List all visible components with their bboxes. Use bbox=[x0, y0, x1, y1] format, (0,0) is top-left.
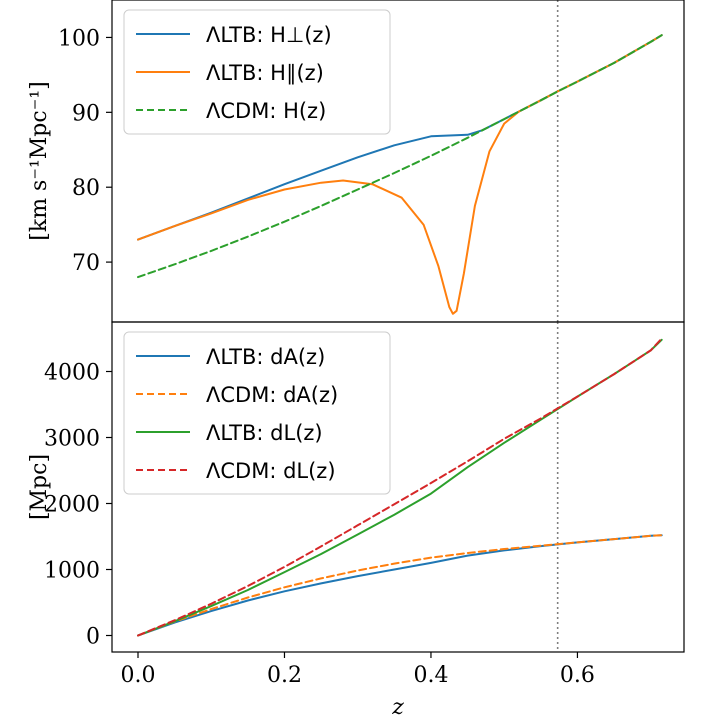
x-tick-label: 0.6 bbox=[560, 663, 595, 688]
legend-box bbox=[123, 331, 391, 495]
plot-area-top bbox=[137, 0, 663, 322]
y-tick-label: 4000 bbox=[44, 361, 100, 386]
legend: ΛLTB: H⊥(z) ΛLTB: H∥(z) ΛCDM: H(z) bbox=[123, 9, 391, 135]
y-tick-label: 90 bbox=[72, 101, 100, 126]
panel-bottom: 0 1000 2000 3000 4000 0.0 0.2 0.4 0.6 [Mpc] z ΛLTB:… bbox=[27, 321, 685, 720]
legend-label-1: ΛLTB: dA(z) bbox=[206, 345, 325, 369]
y-tick-label: 1000 bbox=[44, 559, 100, 584]
legend-label-1: ΛLTB: H⊥(z) bbox=[206, 23, 332, 47]
x-axis-label: z bbox=[391, 695, 404, 720]
x-tick-label: 0.4 bbox=[413, 663, 448, 688]
legend: ΛLTB: dA(z) ΛCDM: dA(z) ΛLTB: dL(z) ΛCDM: d… bbox=[123, 331, 391, 495]
y-tick-label: 2000 bbox=[44, 493, 100, 518]
legend-label-3: ΛLTB: dL(z) bbox=[206, 421, 323, 445]
series-line-1 bbox=[137, 534, 663, 637]
y-axis-label: [km s⁻¹Mpc⁻¹] bbox=[27, 81, 52, 240]
legend-label-4: ΛCDM: dL(z) bbox=[206, 459, 336, 483]
y-tick-label: 100 bbox=[58, 26, 100, 51]
legend-box bbox=[123, 9, 391, 135]
series-line-3 bbox=[137, 34, 663, 279]
series-line-2 bbox=[137, 34, 663, 315]
plot-area-bottom bbox=[137, 322, 663, 652]
series-line-4 bbox=[137, 337, 663, 637]
x-tick-label: 0.0 bbox=[121, 663, 156, 688]
x-tick-label: 0.2 bbox=[267, 663, 302, 688]
legend-label-2: ΛCDM: dA(z) bbox=[206, 383, 338, 407]
legend-label-3: ΛCDM: H(z) bbox=[206, 99, 326, 123]
y-tick-label: 70 bbox=[72, 251, 100, 276]
series-line-2 bbox=[137, 534, 663, 637]
y-tick-label: 0 bbox=[86, 625, 100, 650]
legend-label-2: ΛLTB: H∥(z) bbox=[206, 61, 324, 85]
y-tick-label: 80 bbox=[72, 176, 100, 201]
y-axis-label: [Mpc] bbox=[27, 454, 52, 520]
plot-frame bbox=[111, 321, 685, 653]
y-tick-label: 3000 bbox=[44, 427, 100, 452]
